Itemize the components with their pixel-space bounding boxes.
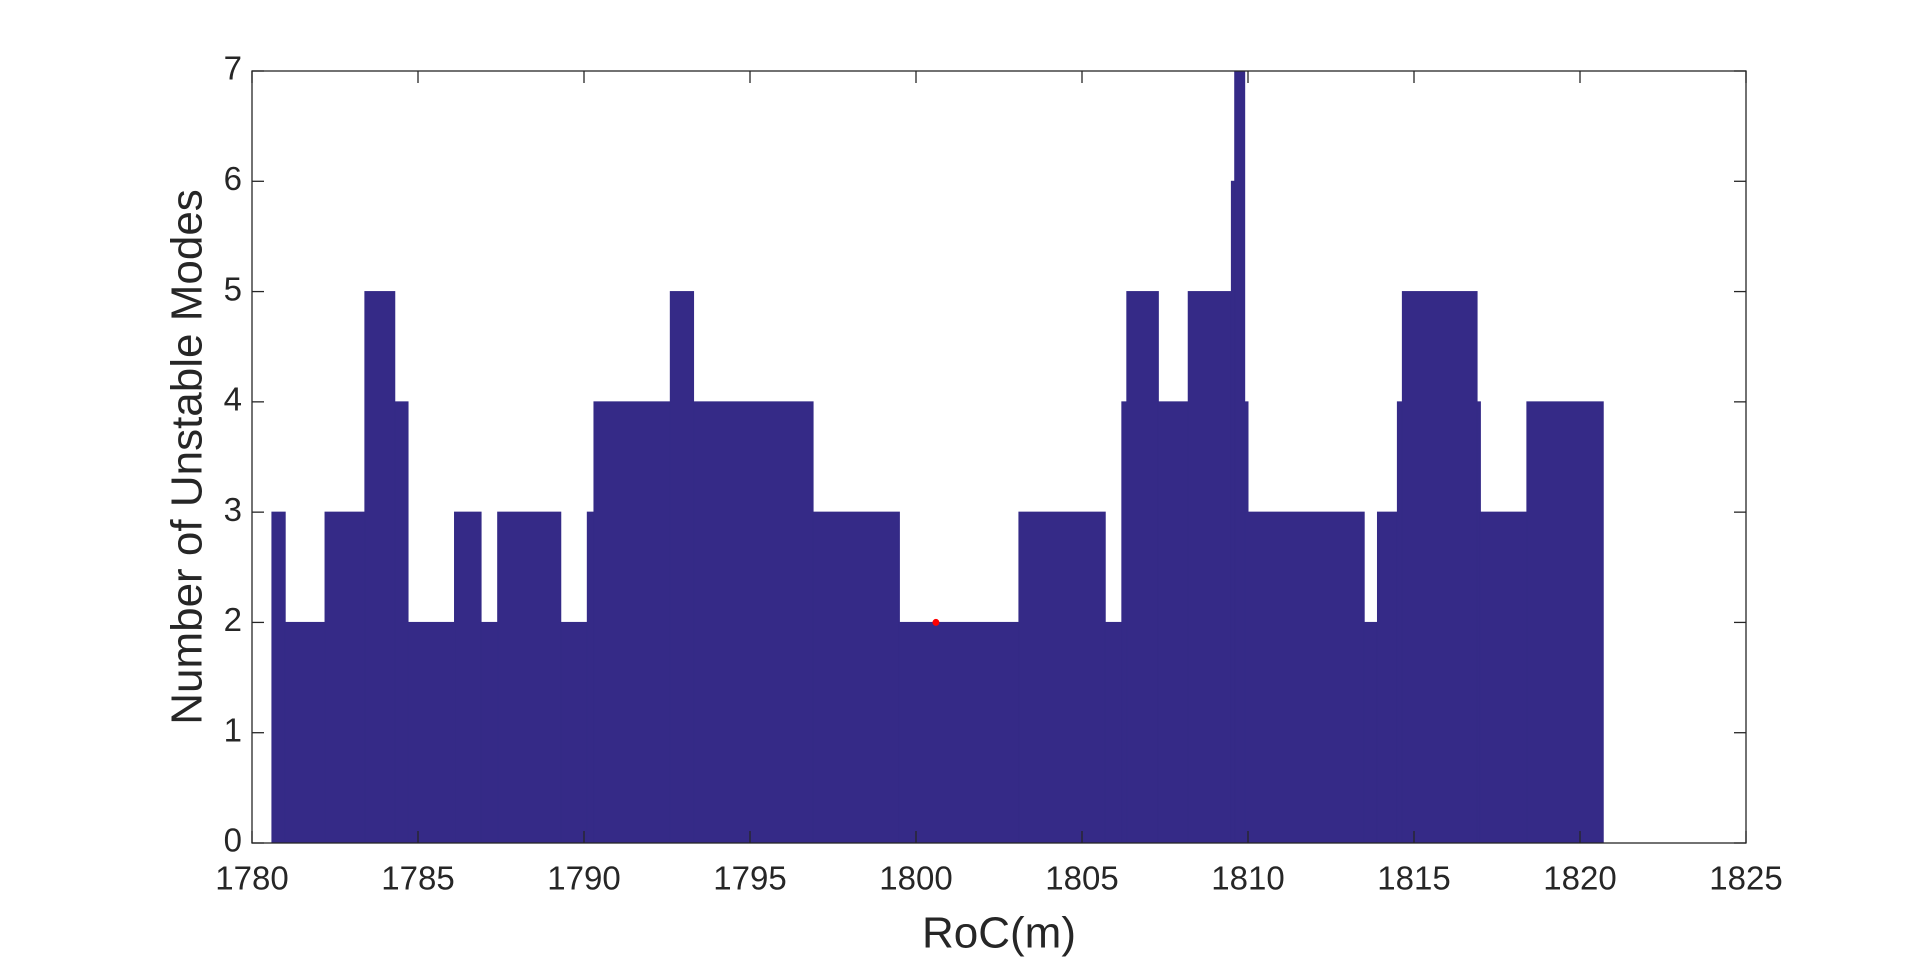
y-tick-label: 1 [224, 711, 242, 748]
bar [1104, 621, 1123, 844]
bar [1126, 291, 1159, 844]
bar [1363, 621, 1378, 844]
x-tick-label: 1815 [1377, 860, 1450, 897]
bar [812, 511, 900, 844]
x-tick-label: 1780 [215, 860, 288, 897]
axes-box [251, 70, 1747, 844]
bar [669, 291, 695, 844]
y-axis-label: Number of Unstable Modes [163, 189, 212, 725]
bar [364, 291, 396, 844]
bar [593, 401, 671, 844]
x-axis-label: RoC(m) [922, 909, 1076, 958]
x-tick-label: 1795 [713, 860, 786, 897]
y-tick-label: 4 [224, 381, 242, 418]
bar [586, 511, 595, 844]
bar [1018, 511, 1106, 844]
bar [271, 511, 286, 844]
x-tick-label: 1785 [381, 860, 454, 897]
bar [1121, 401, 1128, 844]
bar [1526, 401, 1604, 844]
marker-point [932, 618, 940, 626]
bar [1376, 511, 1398, 844]
bar [1396, 401, 1403, 844]
y-tick-label: 0 [224, 822, 242, 859]
bar [560, 621, 588, 844]
bar [1234, 70, 1246, 844]
x-tick-label: 1810 [1211, 860, 1284, 897]
y-tick-label: 6 [224, 160, 242, 197]
bar [284, 621, 326, 844]
x-tick-label: 1800 [879, 860, 952, 897]
bar [454, 511, 482, 844]
bar [898, 621, 1020, 844]
y-tick-label: 2 [224, 601, 242, 638]
y-tick-label: 5 [224, 270, 242, 307]
bar [1479, 511, 1528, 844]
x-tick-label: 1805 [1045, 860, 1118, 897]
bar [693, 401, 814, 844]
x-tick-label: 1820 [1543, 860, 1616, 897]
bar [1187, 291, 1232, 844]
bar [1157, 401, 1189, 844]
bar [1247, 511, 1365, 844]
bar [407, 621, 456, 844]
bar [480, 621, 499, 844]
y-tick-label: 3 [224, 491, 242, 528]
bar [497, 511, 562, 844]
bar [1401, 291, 1478, 844]
y-tick-label: 7 [224, 50, 242, 87]
bar [324, 511, 366, 844]
x-tick-label: 1825 [1709, 860, 1782, 897]
x-tick-label: 1790 [547, 860, 620, 897]
bar [394, 401, 409, 844]
